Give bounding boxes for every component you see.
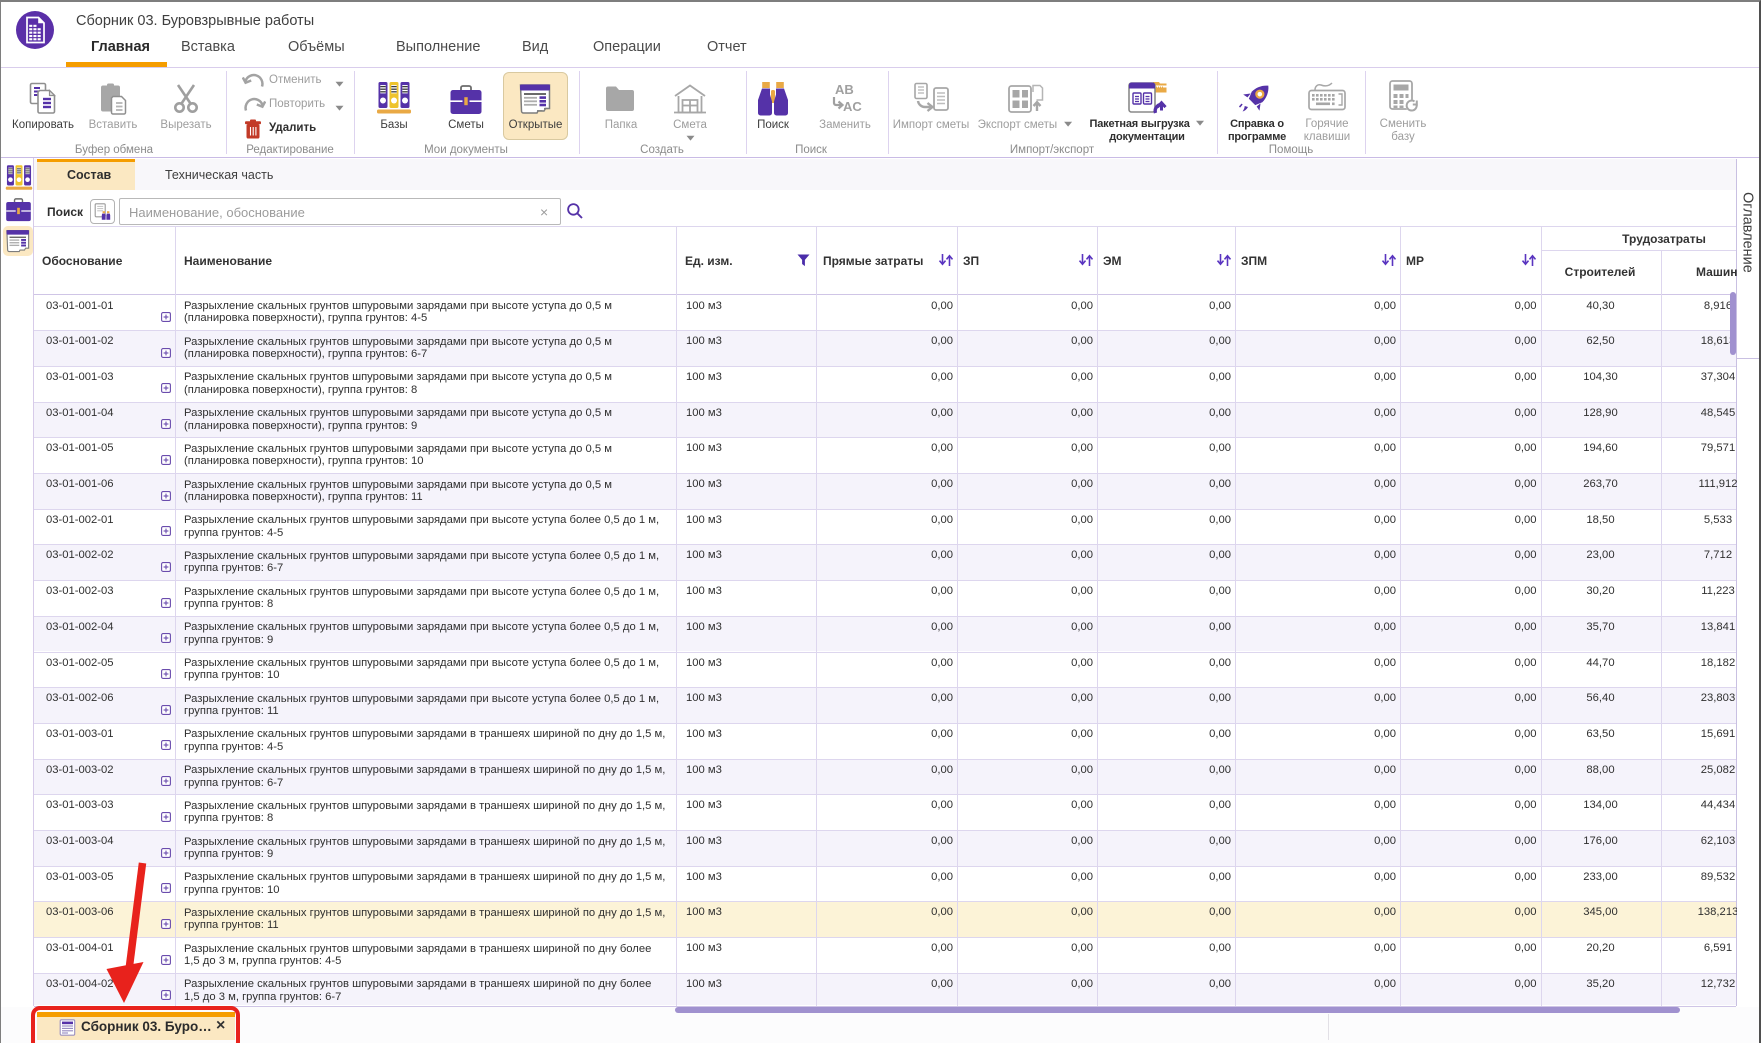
svg-text:AB: AB bbox=[835, 82, 854, 97]
svg-text:AC: AC bbox=[843, 99, 862, 114]
